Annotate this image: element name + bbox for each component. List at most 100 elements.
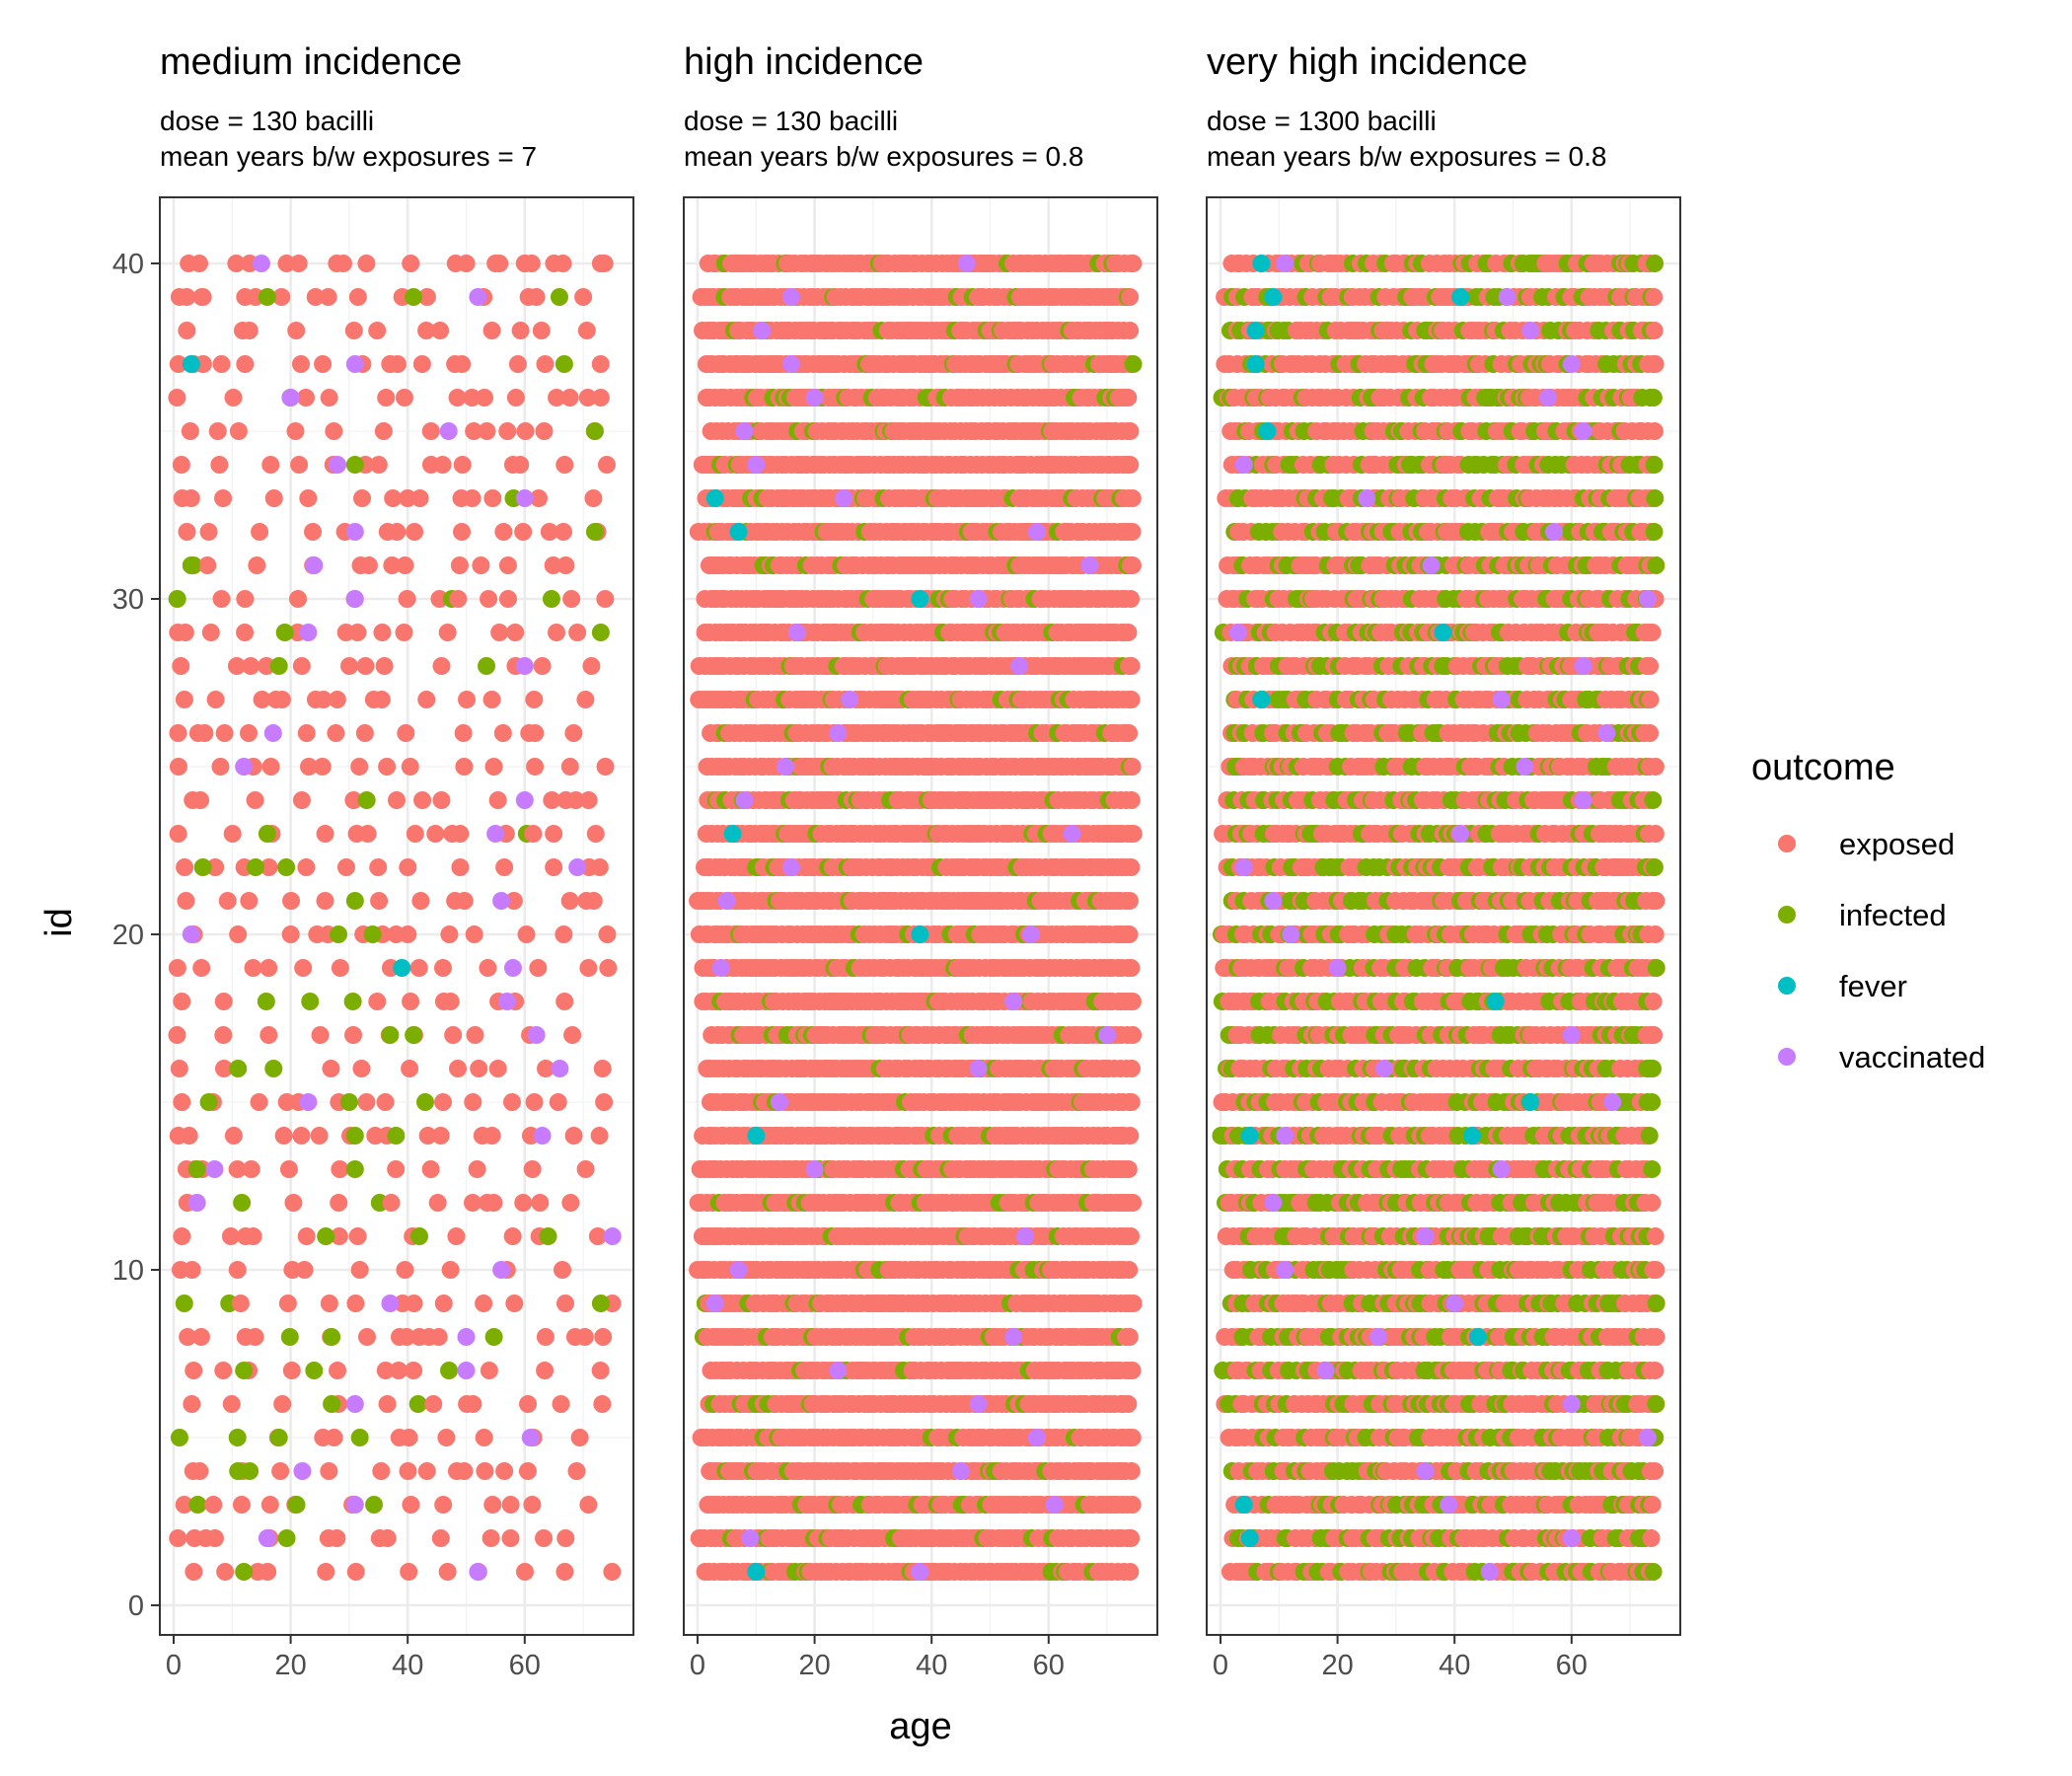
exposed-point [274, 1127, 293, 1145]
exposed-point [488, 1060, 507, 1077]
exposed-point [561, 1194, 580, 1212]
exposed-point [545, 825, 563, 843]
vaccinated-point [299, 624, 318, 641]
exposed-point [417, 288, 436, 306]
exposed-point [358, 825, 377, 843]
exposed-point [421, 422, 440, 440]
exposed-point [375, 657, 394, 675]
exposed-point [251, 523, 269, 541]
exposed-point [295, 1261, 314, 1279]
exposed-point [575, 1328, 594, 1346]
exposed-point [244, 1227, 262, 1245]
exposed-point [229, 422, 248, 440]
exposed-point [501, 1529, 520, 1547]
x-tick-label: 0 [166, 1650, 182, 1681]
exposed-point [369, 858, 388, 876]
infected-point [175, 1295, 193, 1312]
exposed-point [300, 758, 319, 776]
exposed-point [181, 422, 199, 440]
panel-title: high incidence [684, 41, 924, 83]
exposed-point [169, 758, 187, 776]
exposed-point [378, 758, 397, 776]
exposed-point [451, 858, 470, 876]
exposed-point [376, 1093, 395, 1111]
vaccinated-point [951, 1462, 970, 1480]
vaccinated-point [568, 858, 587, 876]
vaccinated-point [381, 1295, 400, 1312]
vaccinated-point [345, 1395, 364, 1413]
exposed-point [221, 1227, 240, 1245]
exposed-point [169, 724, 187, 742]
exposed-point [222, 1395, 241, 1413]
exposed-point [579, 1496, 598, 1514]
infected-point [188, 1496, 207, 1514]
infected-point [301, 993, 320, 1010]
vaccinated-point [486, 825, 505, 843]
exposed-point [177, 892, 195, 910]
exposed-point [504, 892, 523, 910]
exposed-point [336, 858, 355, 876]
exposed-point [506, 624, 525, 641]
exposed-point [515, 255, 534, 272]
exposed-point [236, 355, 255, 373]
infected-point [345, 1160, 364, 1178]
exposed-point [455, 1462, 474, 1480]
exposed-point [584, 489, 603, 507]
infected-point [550, 288, 568, 306]
exposed-point [180, 1127, 198, 1145]
exposed-point [215, 724, 234, 742]
exposed-point [374, 422, 393, 440]
x-tick-label: 20 [798, 1650, 830, 1681]
vaccinated-point [503, 959, 522, 977]
exposed-point [172, 657, 190, 675]
fever-point [393, 959, 411, 977]
vaccinated-point [747, 456, 766, 474]
exposed-point [292, 1127, 311, 1145]
exposed-point [399, 489, 417, 507]
exposed-point [455, 892, 474, 910]
exposed-point [480, 590, 498, 608]
exposed-point [438, 624, 457, 641]
exposed-point [183, 1395, 201, 1413]
infected-point [365, 1496, 384, 1514]
exposed-point [590, 858, 609, 876]
exposed-point [228, 1160, 247, 1178]
exposed-point [562, 590, 581, 608]
exposed-point [483, 1496, 502, 1514]
exposed-point [357, 1093, 376, 1111]
exposed-point [370, 892, 389, 910]
exposed-point [319, 288, 337, 306]
exposed-point [355, 724, 374, 742]
vaccinated-point [1063, 825, 1081, 843]
exposed-point [402, 1496, 420, 1514]
exposed-point [328, 1529, 346, 1547]
exposed-point [292, 657, 311, 675]
exposed-point [479, 959, 497, 977]
exposed-point [453, 456, 472, 474]
exposed-point [1122, 691, 1141, 708]
exposed-point [175, 1496, 193, 1514]
exposed-point [434, 1295, 453, 1312]
exposed-point [548, 389, 566, 407]
exposed-point [204, 1496, 223, 1514]
exposed-point [1122, 1060, 1141, 1077]
vaccinated-point [258, 1529, 276, 1547]
vaccinated-point [345, 523, 364, 541]
exposed-point [465, 925, 483, 943]
vaccinated-point [329, 456, 347, 474]
exposed-point [466, 1026, 484, 1044]
exposed-point [1121, 1127, 1140, 1145]
exposed-point [447, 1227, 466, 1245]
infected-point [1124, 355, 1143, 373]
vaccinated-point [829, 1362, 848, 1379]
exposed-point [1121, 456, 1140, 474]
y-tick-label: 0 [128, 1591, 144, 1622]
vaccinated-point [187, 1194, 206, 1212]
exposed-point [402, 993, 420, 1010]
y-tick-label: 30 [112, 584, 144, 616]
exposed-point [444, 1026, 463, 1044]
exposed-point [206, 858, 225, 876]
infected-point [323, 1395, 341, 1413]
exposed-point [567, 1462, 586, 1480]
